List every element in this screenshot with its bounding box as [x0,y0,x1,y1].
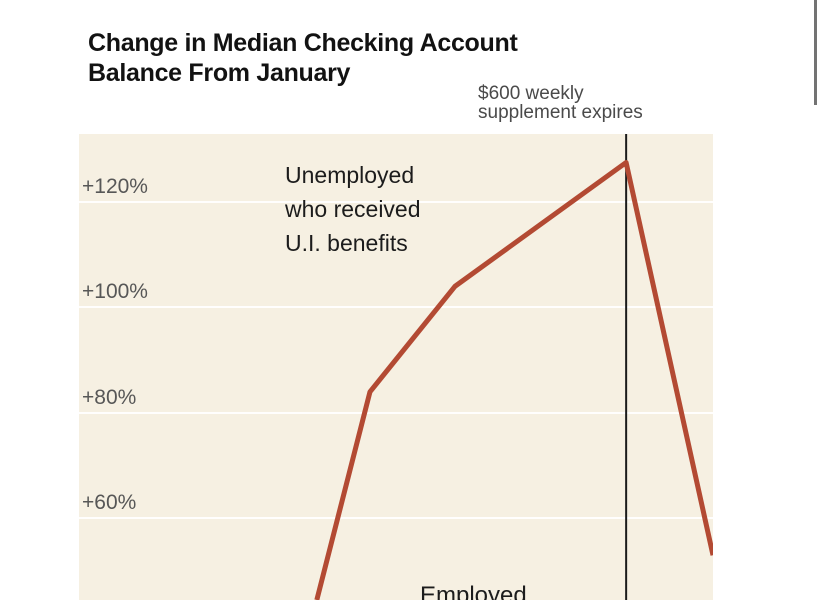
y-tick-label-100: +100% [82,280,148,304]
line-chart-svg [314,134,713,600]
y-tick-label-80: +80% [82,385,137,409]
y-tick-label-60: +60% [82,491,137,515]
event-annotation-line-1: $600 weekly [478,83,584,104]
series-label-unemployed-line-2: who received [285,196,421,222]
chart-title: Change in Median Checking Account Balanc… [88,28,518,88]
series-label-unemployed-line-3: U.I. benefits [285,230,408,256]
gridline-120 [79,201,713,203]
scrollbar-thumb[interactable] [814,0,817,105]
series-line-unemployed [314,160,713,600]
chart-title-line-1: Change in Median Checking Account [88,29,518,57]
event-annotation: $600 weekly supplement expires [478,84,643,122]
series-label-employed: Employed [420,582,527,600]
gridline-80 [79,411,713,414]
gridline-100 [79,306,713,309]
gridline-60 [79,517,713,520]
y-tick-label-120: +120% [82,175,148,198]
series-label-unemployed-line-1: Unemployed [285,162,415,188]
chart-title-line-2: Balance From January [88,59,351,87]
event-annotation-line-2: supplement expires [478,102,643,123]
plot-area: +120% +100% +80% +60% Unemployed who receiv… [79,134,713,600]
series-label-unemployed: Unemployed who received U.I. benefits [285,158,421,260]
